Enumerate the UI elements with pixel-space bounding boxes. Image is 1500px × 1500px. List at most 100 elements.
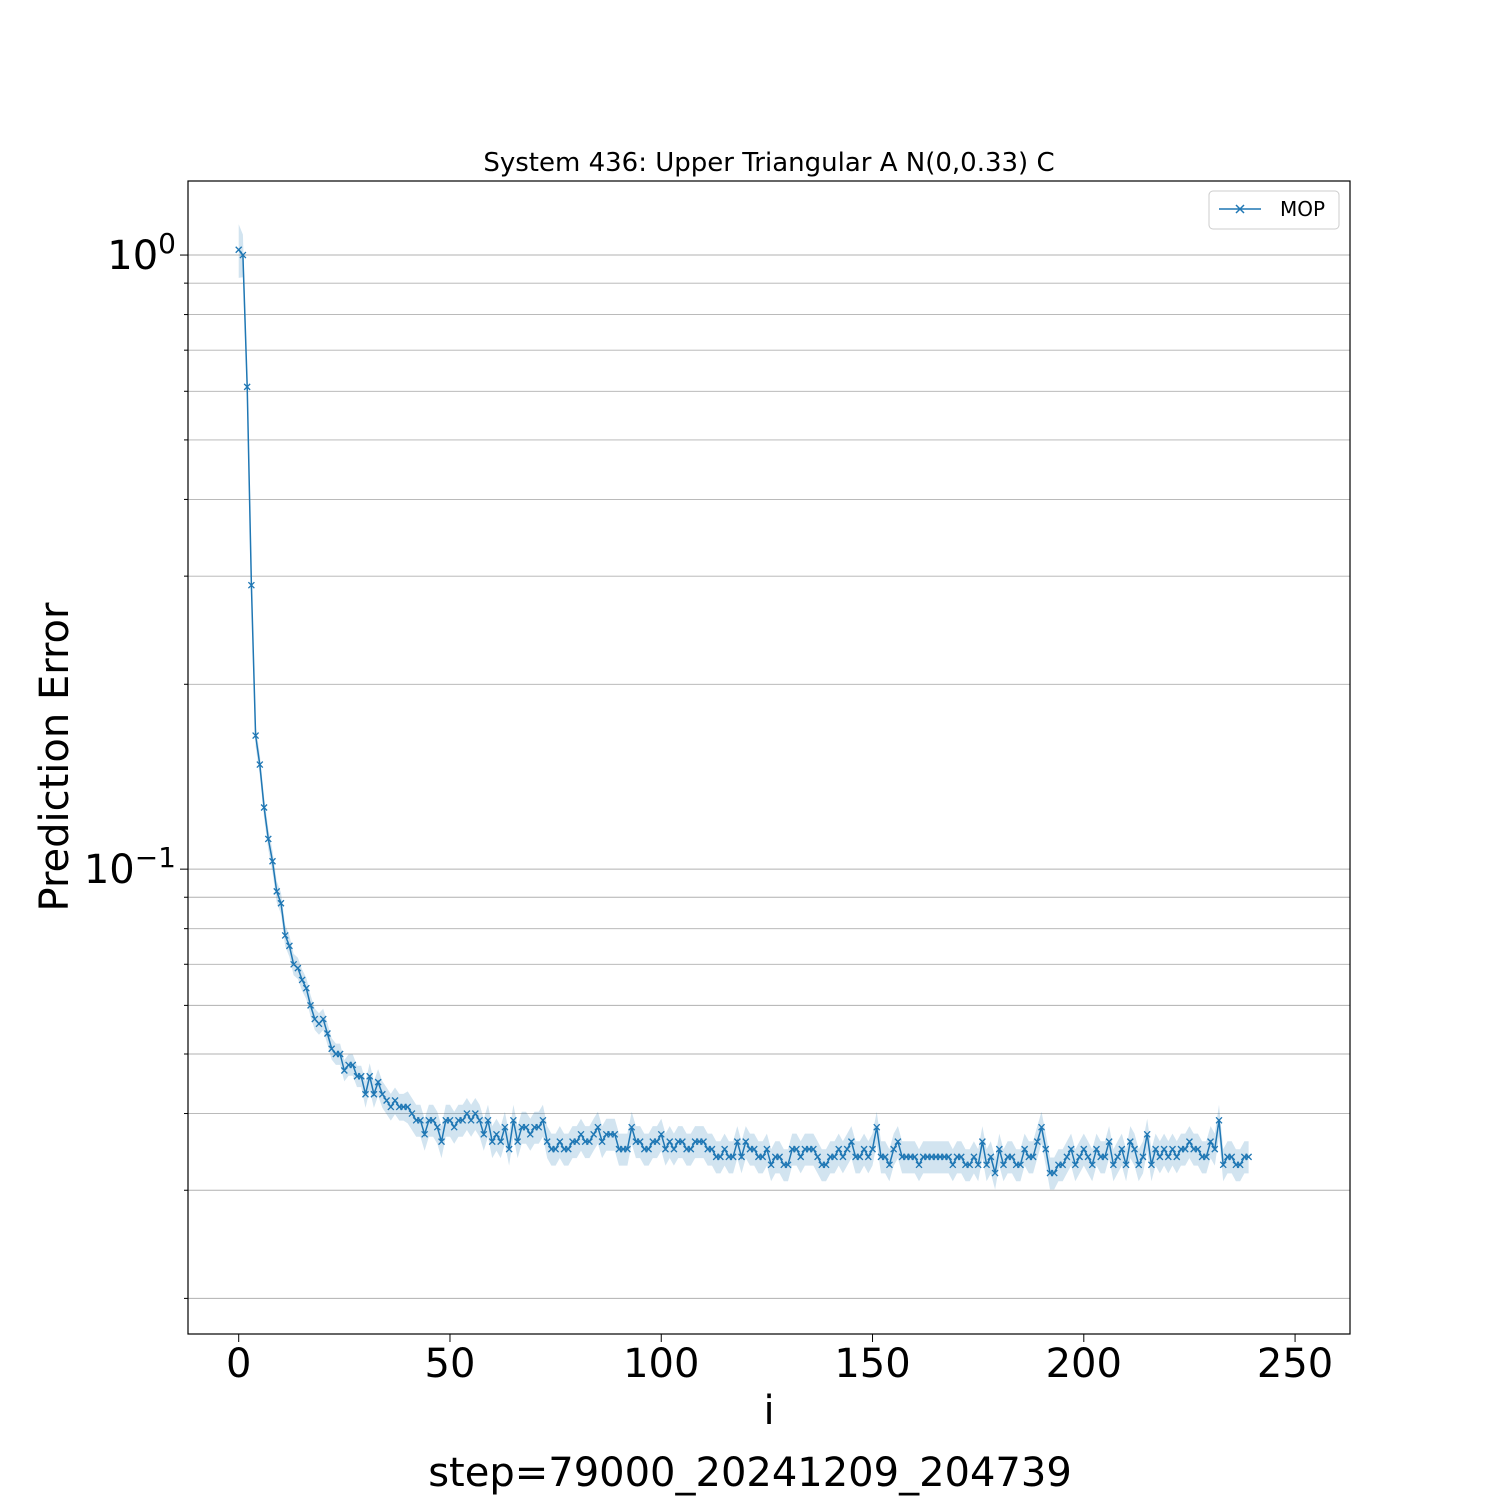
data-point-marker — [856, 1153, 864, 1161]
data-point-marker — [598, 1138, 606, 1146]
data-point-marker — [978, 1138, 986, 1146]
data-point-marker — [738, 1153, 745, 1161]
x-tick-label: 250 — [1257, 1341, 1333, 1387]
data-point-marker — [387, 1103, 395, 1111]
data-point-marker — [1080, 1145, 1088, 1153]
data-point-marker — [374, 1078, 382, 1086]
data-point-marker — [1093, 1145, 1100, 1153]
data-point-marker — [915, 1161, 923, 1169]
data-point-marker — [831, 1153, 838, 1161]
data-point-marker — [264, 835, 272, 843]
data-point-marker — [1194, 1145, 1202, 1153]
data-point-marker — [1143, 1130, 1151, 1138]
plot-frame — [187, 180, 1351, 1335]
data-point-marker — [995, 1145, 1003, 1153]
data-point-marker — [784, 1161, 792, 1169]
data-point-marker — [1050, 1169, 1058, 1177]
data-point-marker — [514, 1138, 522, 1146]
data-point-marker — [492, 1130, 500, 1138]
data-point-marker — [1033, 1138, 1041, 1146]
data-point-marker — [860, 1145, 868, 1153]
data-point-marker — [1029, 1153, 1037, 1161]
x-tick-label: 150 — [834, 1341, 910, 1387]
data-point-marker — [611, 1130, 619, 1138]
data-point-marker — [894, 1138, 902, 1146]
data-point-marker — [594, 1123, 602, 1131]
data-point-marker — [822, 1161, 830, 1169]
data-point-marker — [1042, 1145, 1050, 1153]
data-point-marker — [957, 1153, 965, 1161]
data-point-marker — [1016, 1161, 1024, 1169]
data-point-marker — [450, 1123, 458, 1131]
data-point-marker — [1173, 1153, 1181, 1161]
data-point-marker — [628, 1123, 636, 1131]
data-point-marker — [1109, 1161, 1117, 1169]
data-point-marker — [1156, 1153, 1164, 1161]
data-point-marker — [885, 1161, 893, 1169]
data-point-marker — [1067, 1145, 1075, 1153]
data-point-marker — [1160, 1145, 1168, 1153]
data-point-marker — [463, 1110, 471, 1117]
data-point-marker — [416, 1116, 424, 1124]
data-point-marker — [556, 1138, 564, 1146]
data-point-marker — [298, 976, 306, 984]
data-point-marker — [302, 984, 310, 992]
data-point-marker — [636, 1138, 644, 1146]
data-point-marker — [945, 1153, 953, 1161]
data-point-marker — [471, 1110, 479, 1117]
data-point-marker — [1245, 1153, 1253, 1161]
legend-marker-swatch — [1235, 204, 1245, 214]
data-point-marker — [864, 1153, 872, 1161]
data-point-marker — [1135, 1161, 1143, 1169]
y-tick-label-base: 10 — [84, 847, 135, 893]
data-point-marker — [890, 1145, 898, 1153]
data-point-marker — [733, 1138, 741, 1146]
data-point-marker — [433, 1123, 441, 1131]
data-point-marker — [564, 1145, 572, 1153]
data-point-marker — [1152, 1145, 1160, 1153]
series-markers-layer — [235, 246, 1253, 1177]
data-point-marker — [873, 1123, 881, 1131]
data-point-marker — [835, 1145, 843, 1153]
data-point-marker — [1202, 1153, 1210, 1161]
data-point-marker — [809, 1145, 817, 1153]
data-point-marker — [843, 1145, 851, 1153]
data-point-marker — [814, 1153, 822, 1161]
data-point-marker — [235, 246, 243, 254]
footer-label: step=79000_20241209_204739 — [428, 1450, 1072, 1496]
data-point-marker — [1169, 1145, 1176, 1153]
data-point-marker — [911, 1153, 919, 1161]
data-point-marker — [987, 1153, 995, 1161]
data-point-marker — [366, 1072, 374, 1080]
data-point-marker — [881, 1153, 889, 1161]
data-point-marker — [721, 1145, 729, 1153]
data-point-marker — [336, 1050, 344, 1058]
data-point-marker — [370, 1090, 378, 1098]
data-point-marker — [459, 1116, 467, 1124]
y-tick-label-exponent: −1 — [135, 841, 176, 874]
data-point-marker — [488, 1138, 496, 1146]
data-point-marker — [323, 1030, 331, 1037]
chart-title: System 436: Upper Triangular A N(0,0.33)… — [483, 148, 1054, 178]
data-point-marker — [1126, 1138, 1134, 1146]
data-point-marker — [243, 383, 251, 391]
data-point-marker — [1008, 1153, 1016, 1161]
data-point-marker — [767, 1161, 775, 1169]
y-tick-label-exponent: 0 — [158, 227, 176, 260]
data-point-marker — [328, 1045, 336, 1053]
data-point-marker — [501, 1123, 509, 1131]
data-point-marker — [623, 1145, 631, 1153]
data-point-marker — [970, 1153, 978, 1161]
data-point-marker — [480, 1130, 488, 1138]
data-point-marker — [949, 1161, 957, 1169]
data-point-marker — [763, 1145, 771, 1153]
data-point-marker — [1076, 1153, 1084, 1161]
data-point-marker — [687, 1145, 695, 1153]
data-point-marker — [260, 804, 268, 811]
y-axis-label: Prediction Error — [32, 602, 78, 911]
data-point-marker — [1038, 1123, 1045, 1131]
data-point-marker — [1088, 1161, 1096, 1169]
